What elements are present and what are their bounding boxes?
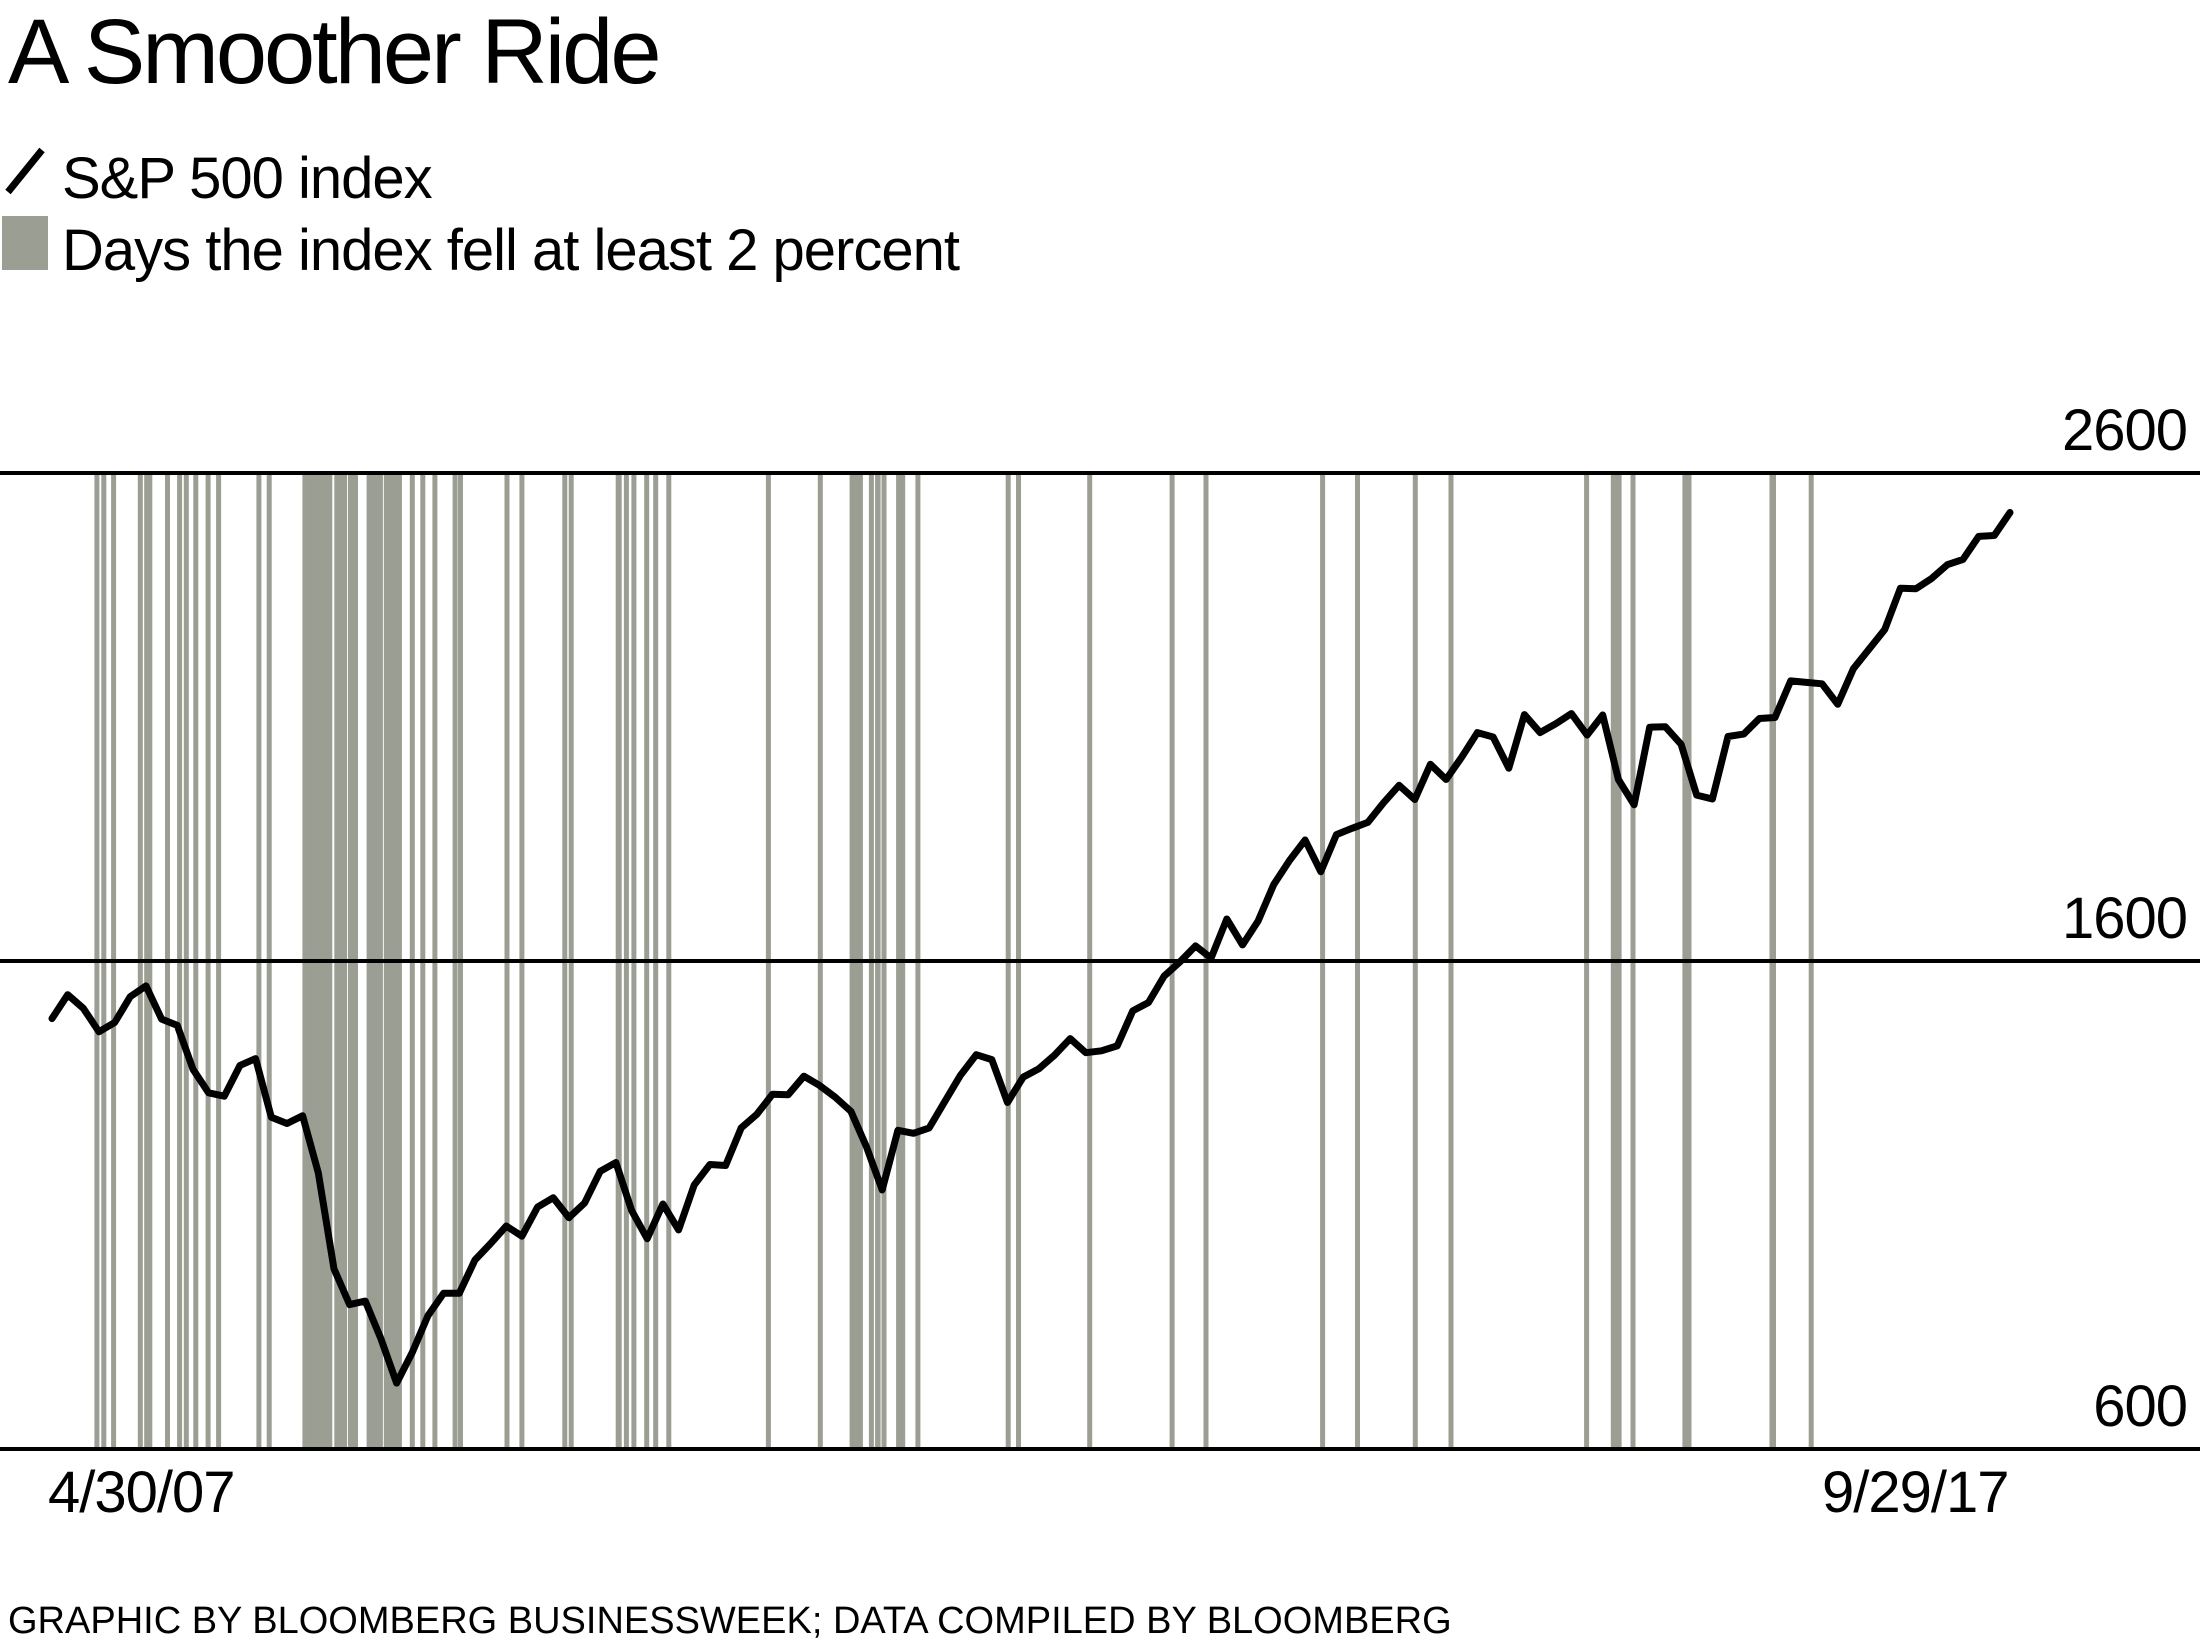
x-axis-tick-start: 4/30/07 [48, 1460, 236, 1525]
x-axis-tick-end: 9/29/17 [1822, 1460, 2010, 1525]
chart-legend: S&P 500 index Days the index fell at lea… [0, 142, 960, 286]
y-axis-tick-1600: 1600 [2061, 886, 2188, 951]
down-day-swatch-icon [0, 216, 54, 284]
sp500-price-line [48, 509, 2014, 1387]
legend-label-down-days: Days the index fell at least 2 percent [62, 217, 960, 283]
legend-label-sp500: S&P 500 index [62, 145, 433, 211]
page-title: A Smoother Ride [8, 1, 661, 103]
y-axis-tick-2600: 2600 [2061, 398, 2188, 463]
source-credit: GRAPHIC BY BLOOMBERG BUSINESSWEEK; DATA … [8, 1600, 1452, 1642]
legend-item-down-days: Days the index fell at least 2 percent [0, 214, 960, 286]
y-axis-tick-600: 600 [2093, 1374, 2188, 1439]
legend-item-sp500: S&P 500 index [0, 142, 959, 214]
